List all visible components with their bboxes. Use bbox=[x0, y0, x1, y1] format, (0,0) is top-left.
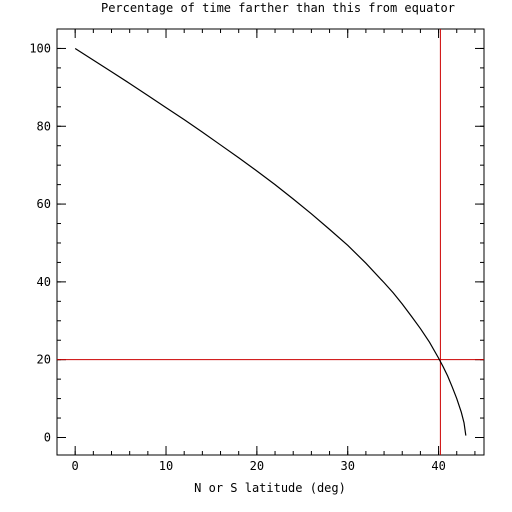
x-tick-label: 10 bbox=[159, 459, 173, 473]
x-tick-label: 30 bbox=[340, 459, 354, 473]
x-axis-label: N or S latitude (deg) bbox=[194, 481, 346, 495]
series-layer bbox=[74, 47, 467, 436]
chart-title: Percentage of time farther than this fro… bbox=[101, 1, 455, 15]
series-line bbox=[74, 47, 467, 436]
y-tick-label: 100 bbox=[29, 41, 51, 55]
plot-frame bbox=[56, 28, 485, 456]
x-tick-label: 0 bbox=[72, 459, 79, 473]
y-tick-label: 0 bbox=[44, 430, 51, 444]
y-tick-label: 80 bbox=[37, 119, 51, 133]
reference-lines bbox=[57, 29, 484, 455]
tick-labels: 0 10 20 30 40 0 20 40 60 80 100 bbox=[29, 41, 445, 473]
major-ticks bbox=[57, 29, 484, 455]
y-tick-label: 60 bbox=[37, 197, 51, 211]
y-tick-label: 20 bbox=[37, 353, 51, 367]
minor-ticks bbox=[56, 28, 484, 455]
x-tick-label: 20 bbox=[250, 459, 264, 473]
x-tick-label: 40 bbox=[431, 459, 445, 473]
y-tick-label: 40 bbox=[37, 275, 51, 289]
